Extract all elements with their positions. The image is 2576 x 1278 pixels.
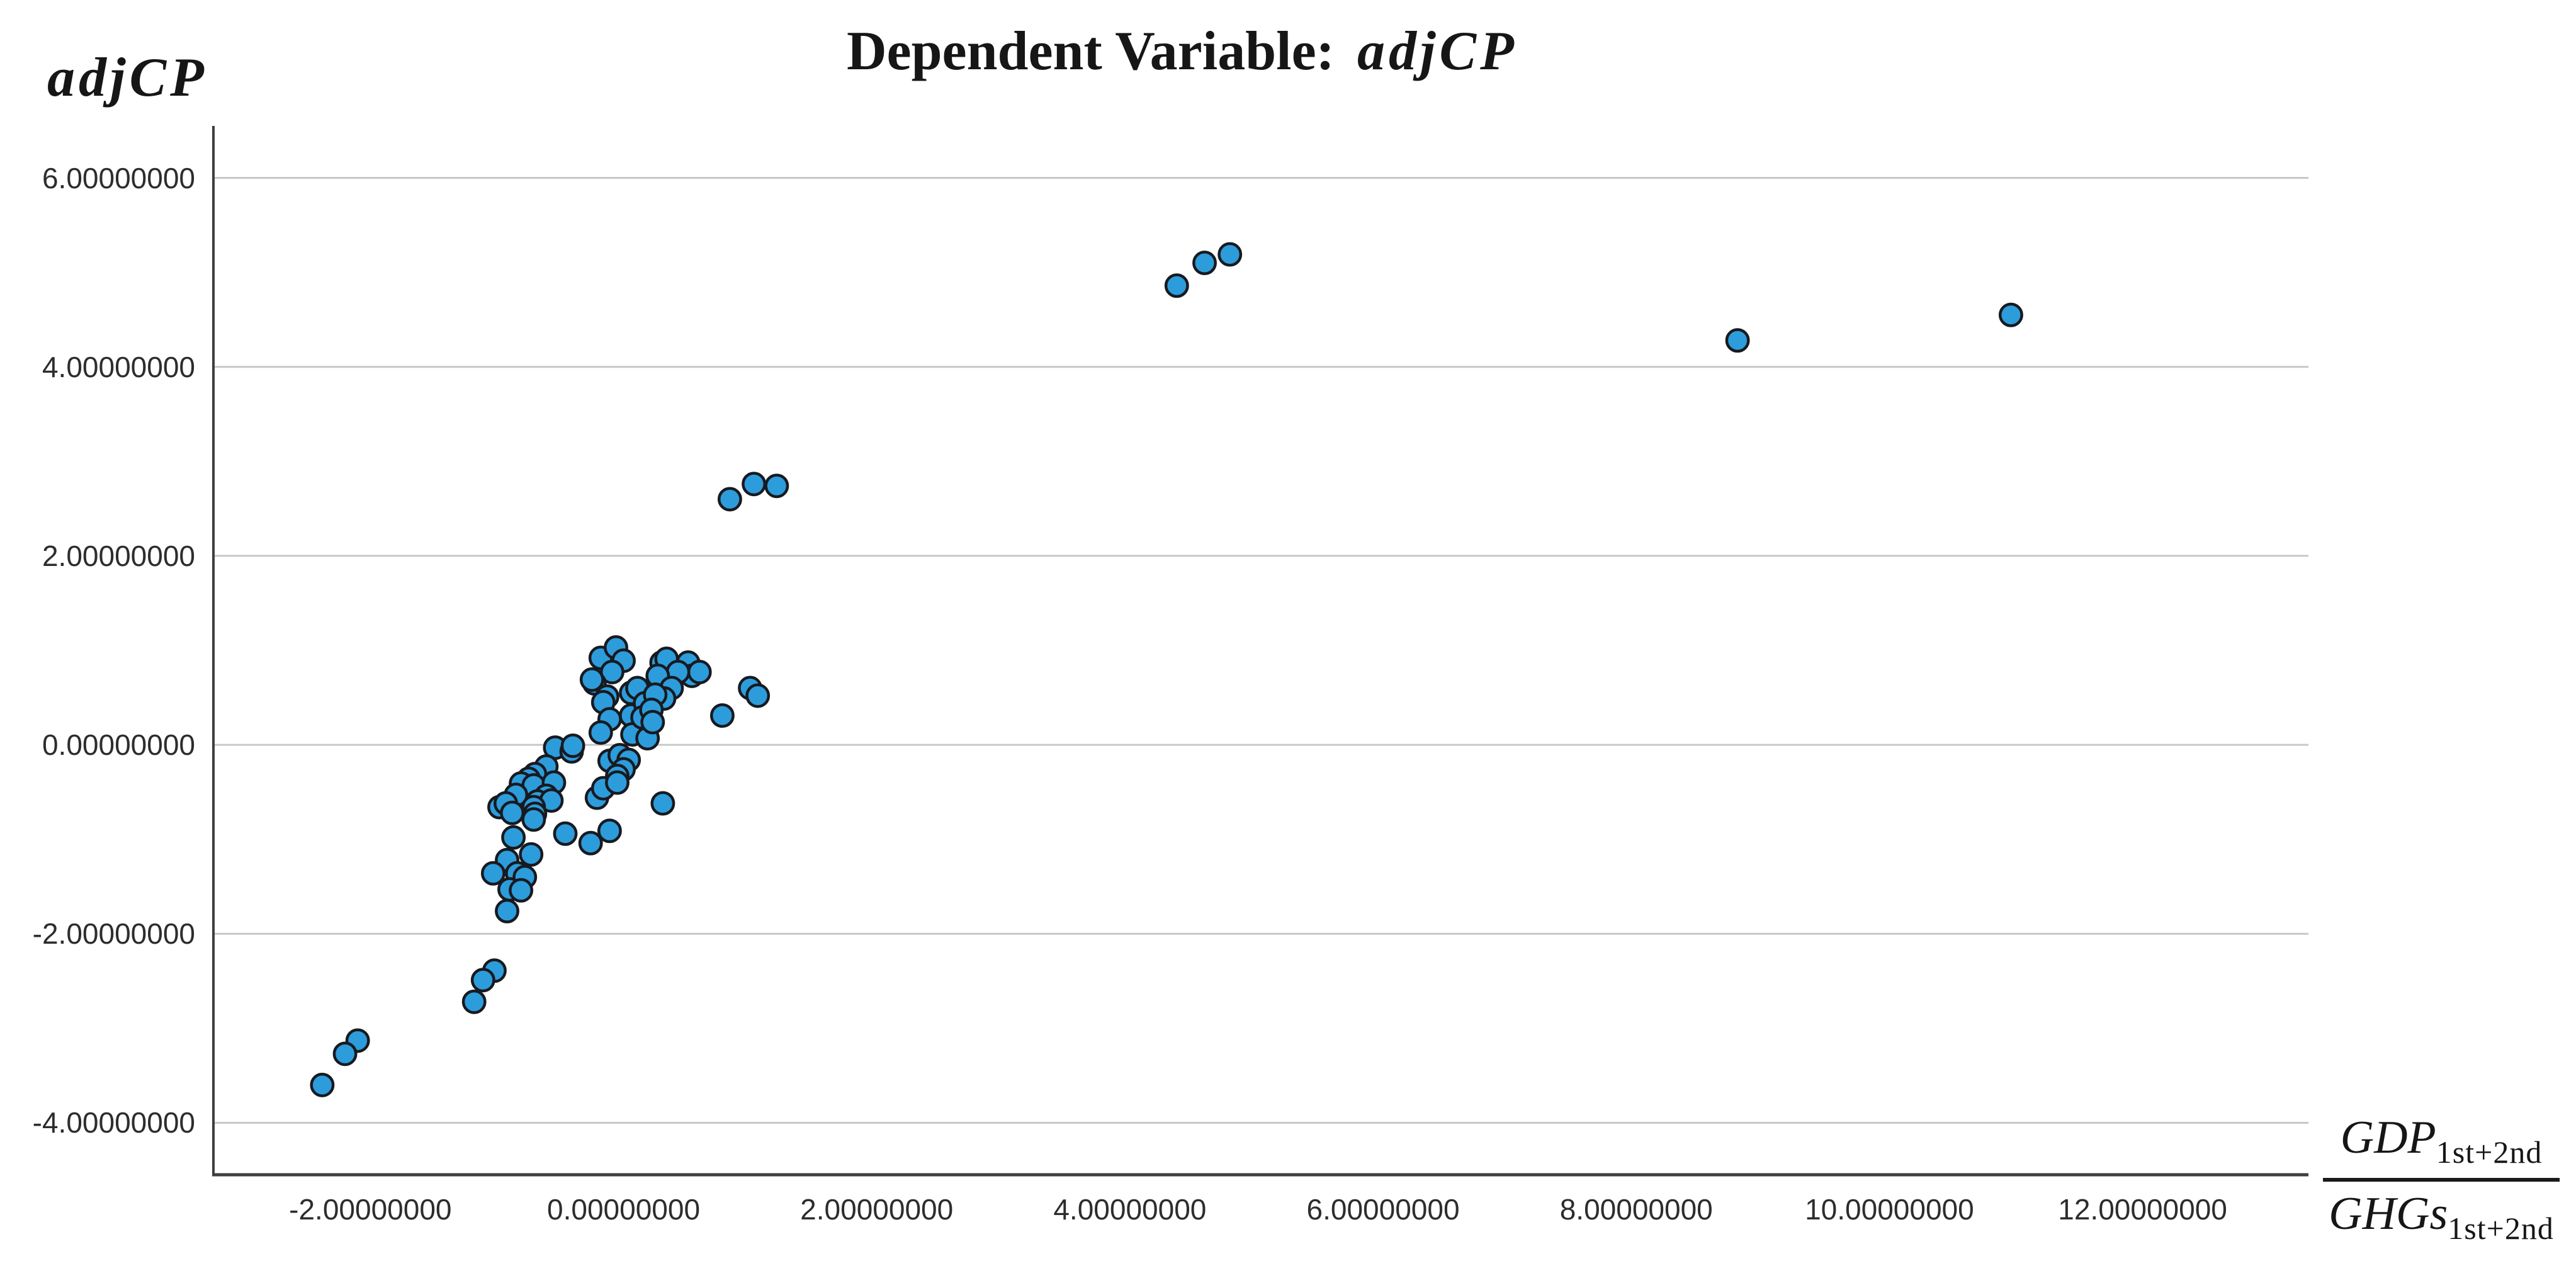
scatter-point xyxy=(461,989,487,1014)
scatter-point xyxy=(588,720,613,745)
scatter-point xyxy=(1998,302,2023,327)
scatter-point xyxy=(553,821,578,846)
y-tick-label: -4.00000000 xyxy=(32,1106,195,1139)
scatter-point xyxy=(509,878,534,903)
scatter-point xyxy=(470,968,495,993)
scatter-point xyxy=(605,770,630,795)
scatter-point xyxy=(578,830,603,856)
scatter-point xyxy=(519,842,544,867)
scatter-point xyxy=(579,667,604,692)
chart-title-prefix: Dependent Variable: xyxy=(847,21,1348,82)
scatter-point xyxy=(650,791,675,816)
scatter-point xyxy=(332,1041,358,1066)
scatter-point xyxy=(480,861,506,886)
scatter-point xyxy=(310,1072,335,1097)
fraction-numerator: GDP1st+2nd xyxy=(2323,1114,2560,1168)
denominator-subscript: 1st+2nd xyxy=(2448,1211,2554,1246)
chart-title-variable: adjCP xyxy=(1357,21,1518,82)
scatter-point xyxy=(495,898,519,924)
x-tick-label: 0.00000000 xyxy=(547,1193,701,1226)
scatter-point xyxy=(717,487,742,512)
scatter-point xyxy=(1192,251,1217,276)
x-tick-label: -2.00000000 xyxy=(289,1193,452,1226)
scatter-point xyxy=(500,800,525,825)
scatter-point xyxy=(521,807,546,832)
scatter-point xyxy=(687,660,712,684)
scatter-point xyxy=(501,825,526,850)
scatter-point xyxy=(597,818,622,844)
denominator-base: GHGs xyxy=(2329,1188,2448,1240)
y-tick-label: 2.00000000 xyxy=(42,539,195,572)
scatter-point xyxy=(1217,242,1243,267)
scatter-point xyxy=(742,472,767,497)
chart-title: Dependent Variable: adjCP xyxy=(847,24,1518,79)
scatter-point xyxy=(764,473,789,499)
x-tick-label: 8.00000000 xyxy=(1559,1193,1713,1226)
x-tick-label: 4.00000000 xyxy=(1053,1193,1207,1226)
x-tick-label: 10.00000000 xyxy=(1805,1193,1974,1226)
scatter-point xyxy=(1164,273,1189,298)
scatter-point xyxy=(560,733,585,759)
scatter-point xyxy=(640,710,665,735)
x-tick-label: 12.00000000 xyxy=(2058,1193,2227,1226)
y-tick-label: -2.00000000 xyxy=(32,917,195,951)
scatter-point xyxy=(1725,328,1750,353)
y-axis-title: adjCP xyxy=(47,47,208,108)
fraction-bar xyxy=(2323,1178,2560,1182)
numerator-base: GDP xyxy=(2340,1112,2436,1163)
y-tick-label: 6.00000000 xyxy=(42,161,195,195)
numerator-subscript: 1st+2nd xyxy=(2436,1134,2543,1170)
scatter-point xyxy=(709,703,735,728)
x-axis-title-fraction: GDP1st+2nd GHGs1st+2nd xyxy=(2323,1114,2560,1244)
scatter-point xyxy=(745,683,771,708)
y-tick-label: 4.00000000 xyxy=(42,350,195,383)
y-tick-label: 0.00000000 xyxy=(42,728,195,762)
x-tick-label: 6.00000000 xyxy=(1306,1193,1460,1226)
fraction-denominator: GHGs1st+2nd xyxy=(2323,1190,2560,1244)
x-tick-label: 2.00000000 xyxy=(800,1193,954,1226)
